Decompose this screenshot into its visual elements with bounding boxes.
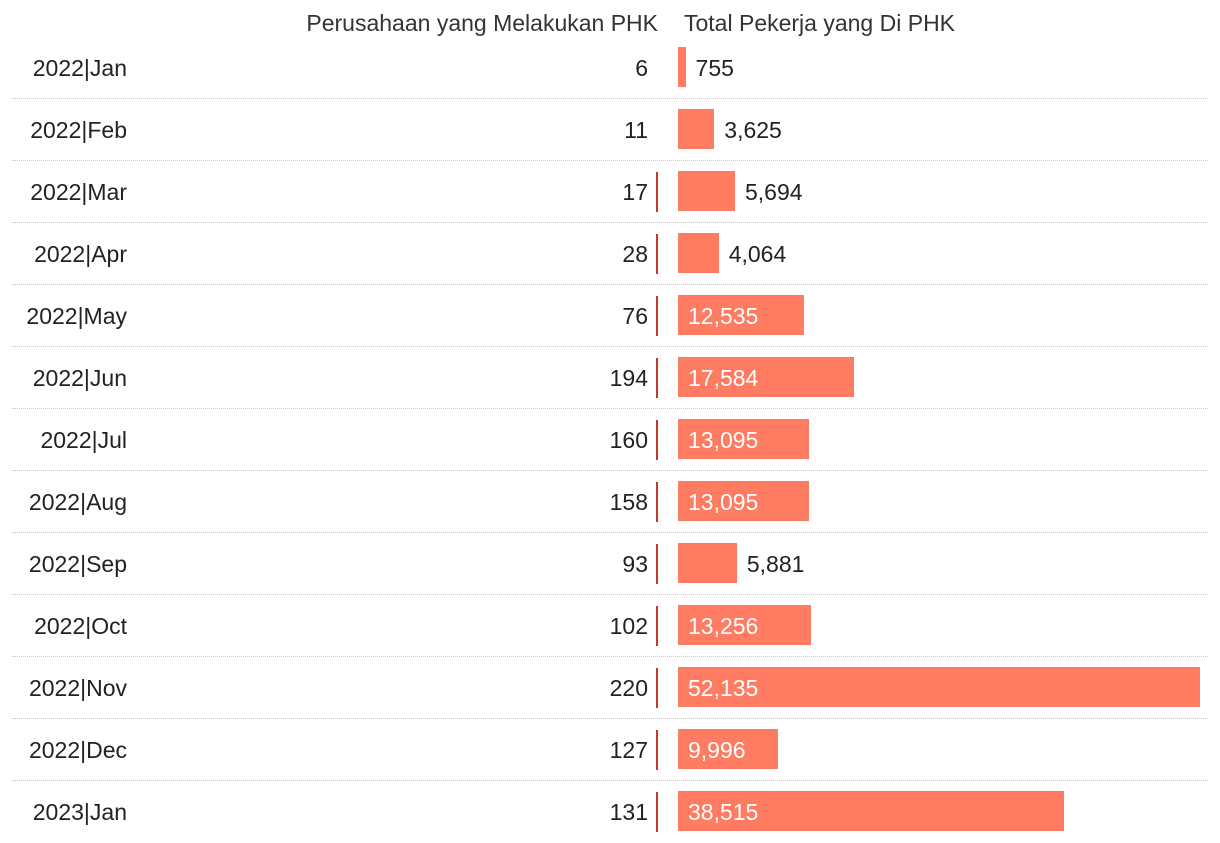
table-row: 2022|Feb 11 3,625	[0, 99, 1220, 161]
companies-value: 131	[609, 799, 648, 825]
row-divider	[12, 222, 1208, 223]
companies-value: 102	[609, 613, 648, 639]
row-label: 2022|Sep	[28, 551, 127, 577]
row-label: 2022|Jun	[32, 365, 127, 391]
table-row: 2022|Sep 93 5,881	[0, 533, 1220, 595]
row-divider	[12, 408, 1208, 409]
table-row: 2023|Jan 131 38,515	[0, 781, 1220, 843]
workers-bar	[678, 605, 811, 645]
companies-value: 194	[609, 365, 648, 391]
table-row: 2022|Nov 220 52,135	[0, 657, 1220, 719]
workers-value: 17,584	[688, 365, 759, 391]
workers-bar	[678, 729, 779, 769]
workers-bar	[678, 295, 804, 335]
companies-value: 76	[622, 303, 648, 329]
companies-value: 158	[609, 489, 648, 515]
row-label: 2022|May	[26, 303, 127, 329]
row-divider	[12, 284, 1208, 285]
companies-marker	[656, 482, 658, 522]
companies-marker	[656, 358, 658, 398]
row-divider	[12, 780, 1208, 781]
table-row: 2022|Mar 17 5,694	[0, 161, 1220, 223]
companies-value: 160	[609, 427, 648, 453]
row-divider	[12, 532, 1208, 533]
companies-marker	[656, 296, 658, 336]
table-row: 2022|Jan 6 755	[0, 37, 1220, 99]
table-row: 2022|Aug 158 13,095	[0, 471, 1220, 533]
workers-bar	[678, 357, 855, 397]
table-row: 2022|Jul 160 13,095	[0, 409, 1220, 471]
workers-bar	[678, 171, 735, 211]
workers-bar	[678, 791, 1064, 831]
companies-value: 11	[624, 117, 648, 143]
companies-value: 6	[635, 55, 648, 81]
row-label: 2022|Mar	[30, 179, 127, 205]
table-row: 2022|Jun 194 17,584	[0, 347, 1220, 409]
row-divider	[12, 656, 1208, 657]
companies-value: 28	[622, 241, 648, 267]
table-row: 2022|May 76 12,535	[0, 285, 1220, 347]
companies-marker	[656, 420, 658, 460]
companies-value: 93	[622, 551, 648, 577]
companies-marker	[656, 544, 658, 584]
companies-marker	[656, 792, 658, 832]
table-row: 2022|Oct 102 13,256	[0, 595, 1220, 657]
row-divider	[12, 470, 1208, 471]
workers-bar	[678, 419, 810, 459]
row-label: 2023|Jan	[32, 799, 127, 825]
workers-value: 3,625	[724, 117, 782, 143]
row-divider	[12, 718, 1208, 719]
table-row: 2022|Apr 28 4,064	[0, 223, 1220, 285]
row-divider	[12, 98, 1208, 99]
row-label: 2022|Jul	[40, 427, 127, 453]
header-workers: Total Pekerja yang Di PHK	[684, 10, 956, 36]
row-label: 2022|Feb	[30, 117, 127, 143]
workers-value: 755	[695, 55, 734, 81]
header-companies: Perusahaan yang Melakukan PHK	[306, 10, 658, 36]
companies-marker	[656, 234, 658, 274]
row-label: 2022|Jan	[32, 55, 127, 81]
workers-value: 12,535	[688, 303, 759, 329]
workers-bar	[678, 109, 715, 149]
companies-marker	[656, 606, 658, 646]
workers-value: 13,256	[688, 613, 759, 639]
workers-bar	[678, 233, 719, 273]
workers-value: 13,095	[688, 427, 759, 453]
companies-marker	[656, 172, 658, 212]
row-label: 2022|Oct	[34, 613, 127, 639]
row-label: 2022|Nov	[28, 675, 127, 701]
row-label: 2022|Apr	[34, 241, 127, 267]
companies-marker	[656, 730, 658, 770]
companies-marker	[656, 668, 658, 708]
row-label: 2022|Dec	[28, 737, 127, 763]
row-label: 2022|Aug	[28, 489, 127, 515]
workers-value: 38,515	[688, 799, 759, 825]
workers-value: 5,694	[745, 179, 803, 205]
workers-bar	[678, 543, 737, 583]
workers-value: 13,095	[688, 489, 759, 515]
companies-value: 127	[609, 737, 648, 763]
workers-value: 52,135	[688, 675, 759, 701]
row-divider	[12, 594, 1208, 595]
companies-value: 220	[609, 675, 648, 701]
row-divider	[12, 160, 1208, 161]
workers-bar	[678, 47, 686, 87]
workers-bar	[678, 667, 1200, 707]
workers-value: 5,881	[746, 551, 805, 577]
table-row: 2022|Dec 127 9,996	[0, 719, 1220, 781]
workers-bar	[678, 481, 810, 521]
companies-value: 17	[622, 179, 648, 205]
workers-value: 4,064	[728, 241, 787, 267]
workers-value: 9,996	[688, 737, 746, 763]
row-divider	[12, 346, 1208, 347]
